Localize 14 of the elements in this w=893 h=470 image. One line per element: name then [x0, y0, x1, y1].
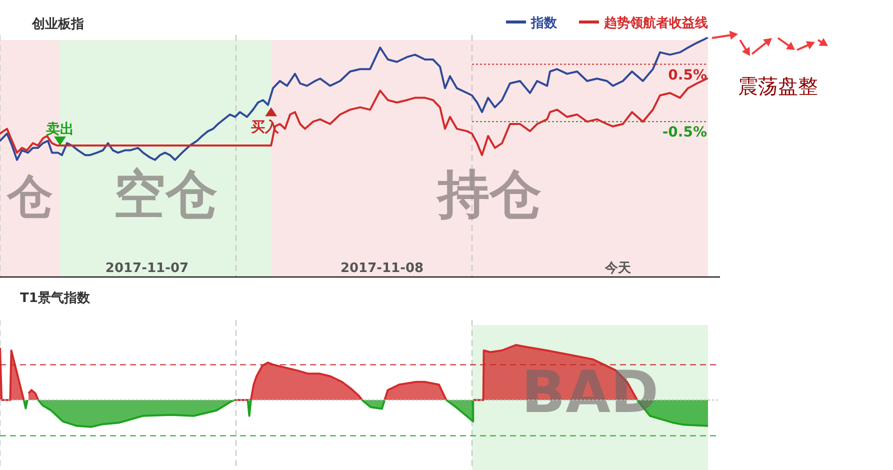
chart-title: 创业板指 [31, 17, 84, 32]
x-tick-label: 今天 [604, 261, 632, 276]
x-tick-label: 2017-11-07 [105, 261, 189, 276]
legend-label: 指数 [530, 16, 558, 31]
annotation: 卖出 [46, 122, 74, 138]
annotation: -0.5% [662, 124, 707, 141]
legend-label: 趋势领航者收益线 [603, 15, 708, 31]
text: 震荡盘整 [738, 74, 818, 98]
annotation: 0.5% [668, 67, 707, 84]
chart-title: T1景气指数 [20, 291, 91, 306]
x-tick-label: 2017-11-08 [340, 261, 424, 276]
band-label: 仓 [6, 169, 53, 223]
band-label: 持仓 [436, 165, 542, 225]
band-label: 空仓 [114, 165, 218, 225]
